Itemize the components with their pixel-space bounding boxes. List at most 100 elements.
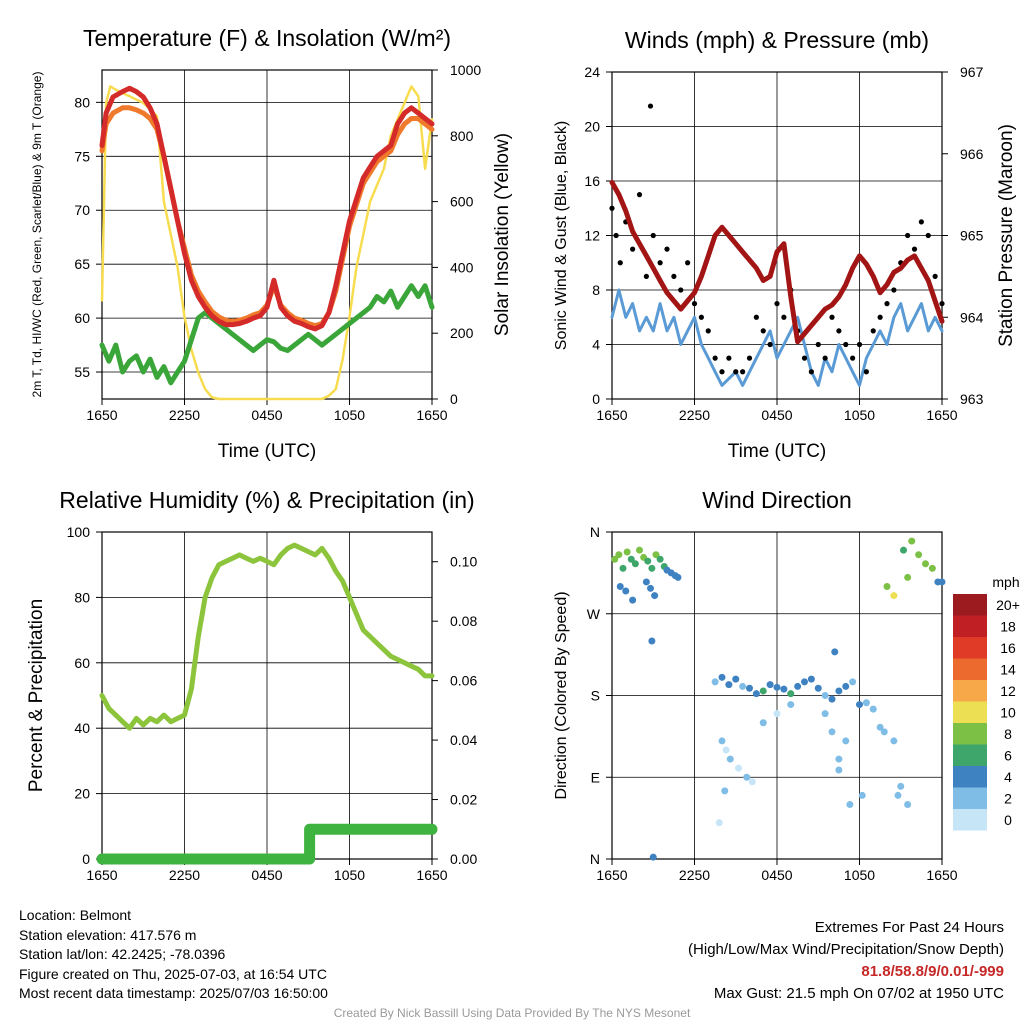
temp-ytick-label: 70 (74, 202, 90, 218)
wind-xtick-label: 1050 (844, 407, 875, 423)
gust-point (925, 232, 931, 239)
gust-point (650, 232, 656, 239)
legend-swatch (953, 594, 987, 616)
speed-legend: mph 20+ 18 16 14 12 10 8 6 4 2 0 (953, 574, 1020, 831)
gust-point (918, 219, 924, 225)
direction-point (616, 583, 624, 590)
direction-point (732, 675, 740, 683)
winddir-ytick-label: N (590, 851, 600, 867)
temp-xtick-label: 1650 (416, 407, 447, 423)
direction-point (647, 584, 654, 592)
legend-swatch (953, 809, 987, 831)
direction-point (883, 583, 891, 590)
direction-point (773, 683, 781, 691)
rh-ytick-right-label: 0.10 (450, 554, 477, 570)
direction-point (674, 573, 682, 581)
gust-point (746, 355, 753, 361)
direction-point (611, 555, 619, 563)
gust-point (905, 232, 911, 239)
legend-swatch (953, 723, 987, 745)
wind-ylabel-right: Station Pressure (Maroon) (996, 124, 1017, 347)
gust-point (870, 328, 876, 334)
legend-label: 18 (1000, 618, 1016, 634)
gust-point (932, 273, 938, 279)
gust-point (657, 260, 663, 266)
direction-point (835, 687, 843, 695)
gust-point (767, 341, 773, 348)
wind-panel: 1650 2250 0450 1050 1650 Time (UTC) Winds (mph… (553, 27, 1017, 462)
direction-point (831, 648, 839, 656)
wind-ytick-label: 0 (592, 391, 600, 407)
legend-label: 6 (1004, 747, 1012, 763)
direction-point (759, 719, 767, 727)
direction-point (718, 673, 726, 681)
rh-xtick-label: 1650 (416, 867, 447, 883)
gust-point (856, 341, 863, 348)
direction-point (900, 546, 907, 554)
legend-swatch (953, 744, 987, 766)
temp-xtick-label: 1650 (86, 407, 117, 423)
winddir-xtick-label: 1650 (596, 867, 627, 883)
direction-point (636, 546, 643, 554)
legend-label: 20+ (996, 597, 1020, 613)
direction-point (648, 564, 656, 572)
direction-point (890, 592, 898, 600)
winddir-panel: 1650 2250 0450 1050 1650 Wind Direction N E S W N D… (553, 487, 958, 883)
wind-ytick-right-label: 965 (960, 228, 984, 244)
winddir-title: Wind Direction (702, 487, 852, 513)
gust-point (647, 103, 654, 109)
rh-title: Relative Humidity (%) & Precipitation (i… (59, 487, 474, 513)
gust-point (609, 205, 615, 211)
direction-point (773, 710, 781, 718)
rh-ytick-label: 20 (74, 786, 90, 802)
direction-point (629, 596, 637, 604)
direction-point (735, 764, 742, 772)
direction-point (619, 564, 627, 572)
direction-point (904, 573, 912, 581)
direction-point (627, 555, 635, 563)
extremes-values: 81.8/58.8/9/0.01/-999 (861, 963, 1004, 980)
gust-point (939, 301, 945, 307)
direction-point (849, 678, 857, 686)
temp-xlabel: Time (UTC) (218, 441, 317, 462)
station-info: Location: Belmont Station elevation: 417… (19, 906, 328, 1004)
direction-point (648, 637, 656, 645)
legend-label: 10 (1000, 704, 1016, 720)
direction-point (794, 682, 802, 690)
wind-ytick-label: 8 (592, 282, 600, 298)
direction-point (780, 685, 788, 693)
wind-ytick-label: 4 (592, 337, 600, 353)
winddir-ylabel: Direction (Colored By Speed) (553, 591, 570, 799)
gust-point (808, 369, 814, 375)
winddir-ytick-label: E (591, 769, 600, 785)
legend-swatch (953, 637, 987, 659)
direction-point (821, 710, 829, 718)
direction-point (897, 782, 905, 790)
direction-point (869, 705, 877, 713)
direction-point (623, 548, 631, 556)
direction-point (894, 791, 902, 799)
rh-xtick-label: 0450 (251, 867, 282, 883)
legend-label: 0 (1004, 812, 1012, 828)
winddir-xtick-label: 1050 (844, 867, 875, 883)
direction-point (739, 682, 747, 690)
figure-created: Figure created on Thu, 2025-07-03, at 16… (19, 965, 327, 982)
rh-xtick-label: 2250 (169, 867, 200, 883)
gust-point (843, 341, 849, 348)
temp-2m-line (99, 85, 435, 332)
max-gust: Max Gust: 21.5 mph On 07/02 at 1950 UTC (713, 985, 1004, 1002)
rh-ytick-right-label: 0.02 (450, 792, 477, 808)
gust-point (705, 328, 711, 334)
gust-point (863, 369, 869, 375)
gust-point (877, 314, 883, 320)
gust-point (719, 369, 725, 375)
temp-title: Temperature (F) & Insolation (W/m²) (83, 25, 451, 51)
direction-point (651, 592, 659, 600)
gust-point (685, 260, 691, 266)
legend-swatch (953, 615, 987, 637)
direction-point (748, 778, 756, 786)
gust-point (884, 301, 890, 307)
gust-point (630, 246, 636, 252)
rh-ytick-label: 60 (74, 655, 90, 671)
direction-point (726, 755, 734, 763)
